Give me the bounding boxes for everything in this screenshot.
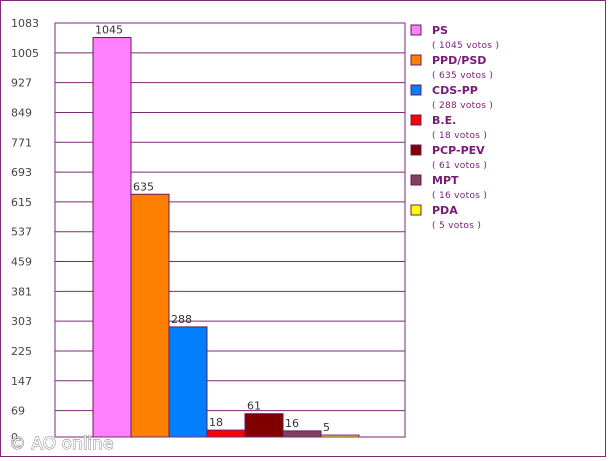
legend-entry-name: PS xyxy=(432,24,448,37)
legend-entry-name: CDS-PP xyxy=(432,84,478,97)
legend: PS ( 1045 votos ) PPD/PSD ( 635 votos ) CDS-… xyxy=(410,24,499,231)
y-tick-label: 225 xyxy=(11,345,32,358)
legend-swatch xyxy=(410,54,422,66)
y-tick-label: 927 xyxy=(11,77,32,90)
legend-swatch xyxy=(410,174,422,186)
legend-entry-votes: ( 16 votos ) xyxy=(432,191,487,201)
bar-b-e- xyxy=(206,429,246,438)
data-label: 1045 xyxy=(95,24,123,37)
data-label: 288 xyxy=(171,313,192,326)
y-tick-label: 537 xyxy=(11,226,32,239)
y-tick-label: 615 xyxy=(11,196,32,209)
data-label: 5 xyxy=(323,421,330,434)
bars xyxy=(92,37,360,438)
legend-entry-votes: ( 288 votos ) xyxy=(432,101,493,111)
legend-entry-votes: ( 635 votos ) xyxy=(432,71,493,81)
legend-swatch xyxy=(410,204,422,216)
legend-entry-votes: ( 61 votos ) xyxy=(432,161,487,171)
legend-entry-votes: ( 5 votos ) xyxy=(432,221,481,231)
bar-ps xyxy=(92,37,132,438)
legend-entry-name: PCP-PEV xyxy=(432,144,485,157)
legend-swatch xyxy=(410,114,422,126)
data-label: 61 xyxy=(247,400,261,413)
plot-area-border xyxy=(54,22,406,438)
data-labels: 1045 635 288 18 61 16 5 xyxy=(95,24,330,435)
plot-border xyxy=(54,22,406,438)
y-tick-label: 1083 xyxy=(11,17,39,30)
watermark: © AO online xyxy=(9,434,113,454)
data-label: 635 xyxy=(133,180,154,193)
y-tick-label: 69 xyxy=(11,405,25,418)
data-label: 16 xyxy=(285,417,299,430)
y-tick-label: 1005 xyxy=(11,47,39,60)
y-tick-label: 693 xyxy=(11,166,32,179)
y-tick-label: 303 xyxy=(11,315,32,328)
legend-swatch xyxy=(410,84,422,96)
legend-entry-name: MPT xyxy=(432,174,459,187)
bar-pcp-pev xyxy=(244,413,284,438)
legend-entry-name: B.E. xyxy=(432,114,456,127)
y-tick-label: 381 xyxy=(11,285,32,298)
legend-swatch xyxy=(410,144,422,156)
bar-ppd-psd xyxy=(130,193,170,438)
bar-mpt xyxy=(282,430,322,438)
legend-entry-votes: ( 1045 votos ) xyxy=(432,41,499,51)
bar-cds-pp xyxy=(168,326,208,438)
y-tick-label: 0 xyxy=(11,431,18,444)
y-tick-label: 459 xyxy=(11,256,32,269)
legend-swatch xyxy=(410,24,422,36)
legend-entry-name: PPD/PSD xyxy=(432,54,486,67)
y-tick-label: 849 xyxy=(11,106,32,119)
y-tick-label: 771 xyxy=(11,136,32,149)
y-axis-ticks: 0 69 147 225 303 381 459 537 615 693 771 849 927 1005… xyxy=(11,17,39,444)
data-label: 18 xyxy=(209,416,223,429)
legend-entry-name: PDA xyxy=(432,204,458,217)
y-tick-label: 147 xyxy=(11,375,32,388)
legend-entry-votes: ( 18 votos ) xyxy=(432,131,487,141)
